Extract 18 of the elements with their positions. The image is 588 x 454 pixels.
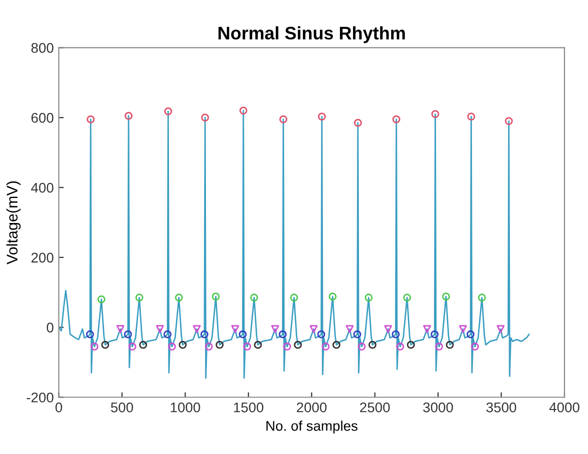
y-tick-label: -200 (26, 392, 54, 402)
x-tick-label: 4000 (549, 402, 580, 412)
y-tick-label: 0 (46, 322, 54, 333)
x-tick-label: 3500 (486, 402, 516, 412)
y-tick-label: 800 (31, 43, 54, 53)
x-tick-label: 500 (110, 402, 134, 412)
y-tick-label: 600 (31, 112, 54, 123)
x-tick-label: 2500 (360, 402, 390, 412)
chart-title: Normal Sinus Rhythm (218, 26, 405, 44)
y-axis-title: Voltage(mV) (6, 181, 21, 264)
y-tick-label: 400 (31, 182, 54, 193)
x-tick-label: 3000 (423, 402, 453, 412)
x-tick-label: 0 (55, 402, 62, 412)
x-tick-label: 1500 (234, 402, 264, 412)
x-tick-label: 1000 (170, 402, 200, 412)
x-axis-title: No. of samples (266, 420, 358, 434)
y-tick-label: 200 (31, 252, 54, 263)
x-tick-label: 2000 (296, 402, 327, 412)
